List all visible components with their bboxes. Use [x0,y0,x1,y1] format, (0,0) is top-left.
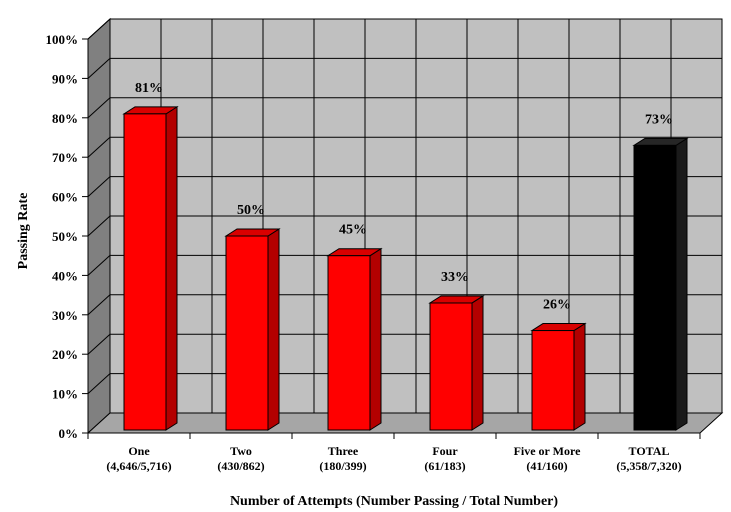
floor [86,412,724,434]
bar-side [369,247,382,431]
gridline-side [87,294,111,316]
gridline-side [87,97,111,119]
x-tick-sublabel: (180/399) [319,459,366,473]
gridline-side [87,333,111,355]
bar-front [327,255,371,431]
bar-side [267,228,280,431]
y-tick-label: 40% [52,268,78,283]
gridline-side [87,136,111,158]
x-tick-label: TOTAL [629,444,670,458]
y-axis-label: Passing Rate [16,193,31,270]
y-axis-ticks: 0% 10% 20% 30% 40% 50% 60% 70% 80% 90% 100% [46,32,89,441]
gridline-side [87,373,111,394]
x-tick-sublabel: (41/160) [526,459,567,473]
y-tick-label: 90% [52,71,78,86]
x-tick-sublabel: (5,358/7,320) [616,459,681,473]
gridline-side [87,176,111,197]
x-tick-label: Two [230,444,252,458]
bar-front [123,113,167,431]
x-tick-label: Four [432,444,458,458]
x-tick-label: One [128,444,150,458]
gridline-side [87,58,111,79]
data-label: 26% [543,298,571,313]
bar-side [573,322,586,431]
data-label: 45% [339,223,367,238]
y-tick-label: 20% [52,347,78,362]
y-tick-label: 80% [52,111,78,126]
y-tick-label: 30% [52,308,78,323]
y-tick-label: 60% [52,190,78,205]
bar [326,247,383,431]
y-tick-label: 50% [52,229,78,244]
bar [122,105,179,431]
x-tick-sublabel: (61/183) [424,459,465,473]
x-axis-label: Number of Attempts (Number Passing / Tot… [230,494,558,509]
x-tick-sublabel: (4,646/5,716) [106,459,171,473]
value-labels: 81% 50% 45% 33% 26% 73% [135,81,673,313]
bar-side [471,295,484,431]
y-tick-label: 0% [59,426,79,441]
y-tick-label: 10% [52,387,78,402]
gridline-side [87,18,111,40]
chart-walls [86,17,724,435]
y-tick-label: 100% [46,32,79,47]
bars [122,105,689,431]
gridline-side [87,215,111,237]
bar [632,137,689,431]
x-tick-sublabel: (430/862) [217,459,264,473]
bar-front [633,144,677,431]
bar [530,322,587,431]
bar-side [675,137,688,431]
x-tick-label: Five or More [514,444,582,458]
data-label: 33% [441,270,469,285]
x-tick-label: Three [328,444,359,458]
x-axis-ticks: One(4,646/5,716) Two(430/862) Three(180/39… [87,432,701,473]
data-label: 73% [645,112,673,127]
bar-front [531,330,575,431]
bar [428,295,485,431]
data-label: 50% [237,203,265,218]
bar-front [225,235,269,431]
y-tick-label: 70% [52,150,78,165]
bar-side [165,105,178,431]
data-label: 81% [135,81,163,96]
bar [224,228,281,431]
gridline-side [87,255,111,276]
bar-front [429,302,473,431]
